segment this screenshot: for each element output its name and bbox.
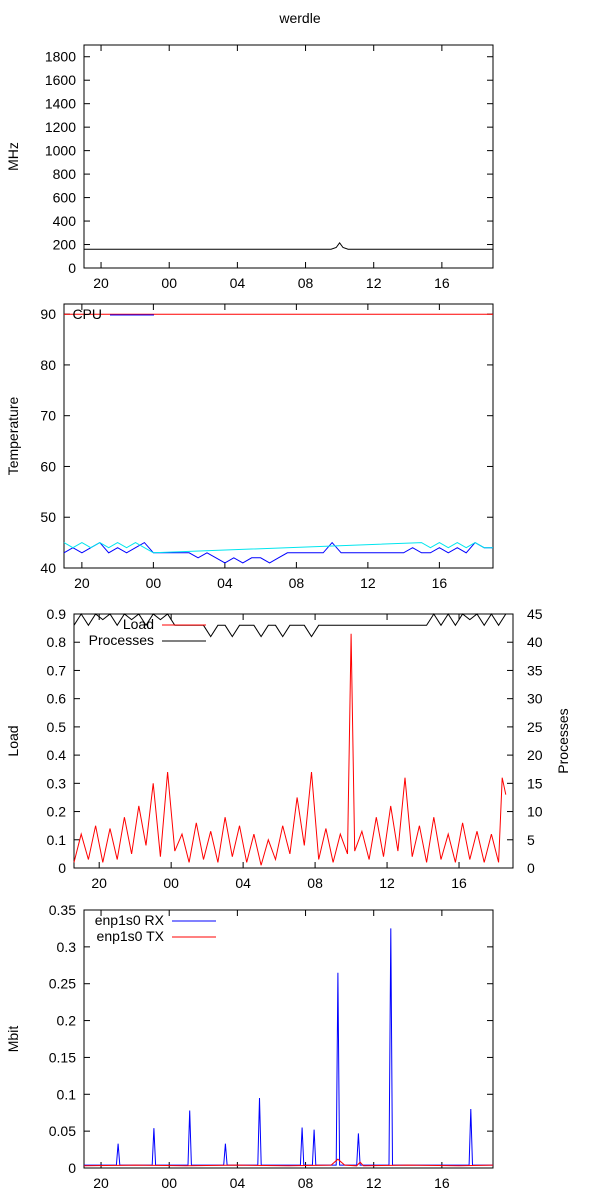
load-xtick-label: 12 [379,875,395,891]
load-xtick-label: 08 [307,875,323,891]
freq-series-line-0 [84,241,493,250]
load-y2label: Processes [555,708,571,773]
load-ytick-label: 0.4 [47,747,67,763]
load-ytick-label: 0.7 [47,662,67,678]
temp-xtick-label: 20 [74,575,90,591]
load-series-line-1 [73,613,507,638]
net-ytick-label: 0 [68,1160,76,1176]
net-xtick-label: 08 [298,1175,314,1191]
net-xtick-label: 20 [93,1175,109,1191]
load-y2tick-label: 20 [527,747,543,763]
net-ytick-label: 0.35 [49,902,76,918]
freq-plot-frame [83,44,494,269]
temp-plot-frame [63,303,494,569]
page-title: werdle [279,10,321,26]
load-xtick-label: 16 [451,875,467,891]
temp-ylabel: Temperature [5,396,21,475]
temp-ytick-label: 90 [40,306,56,322]
freq-ytick-label: 400 [53,213,77,229]
temp-xtick-label: 12 [360,575,376,591]
temp-ytick-label: 60 [40,458,56,474]
net-legend-label: enp1s0 TX [97,928,165,944]
net-ytick-label: 0.1 [57,1086,77,1102]
load-y2tick-label: 10 [527,804,543,820]
net-ylabel: Mbit [5,1026,21,1053]
temp-series-line-0 [63,541,493,564]
freq-xtick-label: 08 [298,275,314,291]
freq-ytick-label: 1800 [45,49,76,65]
load-xtick-label: 20 [91,875,107,891]
load-legend-label: Processes [89,632,154,648]
temp-ytick-label: 40 [40,560,56,576]
temp-xtick-label: 00 [146,575,162,591]
freq-ylabel: MHz [5,142,21,171]
freq-xtick-label: 00 [161,275,177,291]
net-ytick-label: 0.2 [57,1013,77,1029]
freq-ytick-label: 1600 [45,72,76,88]
load-ylabel: Load [5,725,21,756]
load-ytick-label: 0 [58,860,66,876]
freq-ytick-label: 200 [53,237,77,253]
load-ytick-label: 0.2 [47,804,67,820]
load-y2tick-label: 45 [527,606,543,622]
load-y2tick-label: 5 [527,832,535,848]
net-xtick-label: 12 [366,1175,382,1191]
load-y2tick-label: 35 [527,662,543,678]
freq-ytick-label: 800 [53,166,77,182]
net-legend-label: enp1s0 RX [95,912,165,928]
net-series-line-0 [84,928,493,1166]
freq-ytick-label: 1200 [45,119,76,135]
freq-ytick-label: 1400 [45,96,76,112]
temp-series-line-1 [63,542,493,554]
freq-xtick-label: 16 [434,275,450,291]
load-y2tick-label: 40 [527,634,543,650]
load-y2tick-label: 15 [527,775,543,791]
load-xtick-label: 04 [235,875,251,891]
net-ytick-label: 0.25 [49,976,76,992]
load-ytick-label: 0.3 [47,775,67,791]
temp-legend-label: CPU [72,306,102,322]
load-y2tick-label: 25 [527,719,543,735]
temp-ytick-label: 80 [40,357,56,373]
net-ytick-label: 0.05 [49,1123,76,1139]
temp-ytick-label: 50 [40,509,56,525]
net-plot-frame [83,909,494,1169]
load-plot-frame [73,613,514,869]
freq-xtick-label: 12 [366,275,382,291]
net-ytick-label: 0.15 [49,1049,76,1065]
net-xtick-label: 00 [161,1175,177,1191]
temp-ytick-label: 70 [40,408,56,424]
net-xtick-label: 16 [434,1175,450,1191]
net-ytick-label: 0.3 [57,939,77,955]
load-ytick-label: 0.9 [47,606,67,622]
freq-ytick-label: 600 [53,190,77,206]
load-y2tick-label: 0 [527,860,535,876]
freq-ytick-label: 0 [68,260,76,276]
load-ytick-label: 0.1 [47,832,67,848]
load-ytick-label: 0.5 [47,719,67,735]
load-ytick-label: 0.8 [47,634,67,650]
temp-xtick-label: 08 [289,575,305,591]
load-legend-label: Load [123,616,154,632]
temp-xtick-label: 16 [432,575,448,591]
net-series-line-1 [83,1158,494,1167]
load-series-line-0 [73,633,507,866]
load-y2tick-label: 30 [527,691,543,707]
freq-xtick-label: 20 [93,275,109,291]
load-xtick-label: 00 [163,875,179,891]
load-ytick-label: 0.6 [47,691,67,707]
temp-xtick-label: 04 [217,575,233,591]
freq-xtick-label: 04 [230,275,246,291]
net-xtick-label: 04 [230,1175,246,1191]
freq-ytick-label: 1000 [45,143,76,159]
